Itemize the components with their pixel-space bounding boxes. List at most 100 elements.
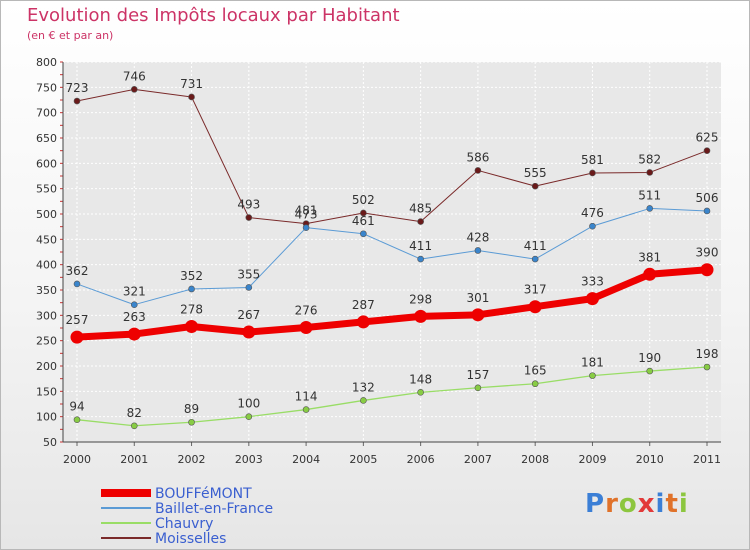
data-point-baillet-en-france — [188, 285, 195, 293]
data-point-bouff-mont — [700, 263, 714, 277]
y-tick-label: 100 — [36, 411, 57, 424]
y-tick-label: 400 — [36, 259, 57, 272]
data-label-bouff-mont: 390 — [696, 246, 719, 260]
data-label-chauvry: 94 — [69, 400, 84, 414]
data-point-chauvry — [130, 422, 138, 430]
data-point-chauvry — [73, 416, 81, 424]
chart-subtitle: (en € et par an) — [27, 29, 114, 42]
data-point-baillet-en-france — [474, 247, 482, 254]
x-tick-label: 2009 — [578, 453, 606, 466]
data-label-moisselles: 493 — [237, 198, 260, 212]
data-label-baillet-en-france: 473 — [295, 208, 318, 222]
legend-label-chauvry: Chauvry — [155, 516, 213, 532]
series-line-baillet-en-france — [76, 207, 708, 306]
x-tick-label: 2003 — [235, 453, 263, 466]
data-label-bouff-mont: 333 — [581, 275, 604, 289]
data-label-moisselles: 731 — [180, 77, 203, 91]
data-label-moisselles: 481 — [295, 204, 318, 218]
x-tick-label: 2002 — [178, 453, 206, 466]
data-point-chauvry — [703, 363, 711, 371]
data-point-chauvry — [474, 384, 482, 392]
data-point-bouff-mont — [127, 327, 141, 341]
y-tick-label: 550 — [36, 183, 57, 196]
data-point-bouff-mont — [299, 320, 313, 334]
data-label-chauvry: 198 — [696, 347, 719, 361]
data-label-baillet-en-france: 352 — [180, 269, 203, 283]
series-line-bouff-mont — [76, 266, 708, 341]
data-label-moisselles: 581 — [581, 153, 604, 167]
data-point-chauvry — [531, 380, 539, 388]
x-tick-label: 2004 — [292, 453, 320, 466]
data-point-moisselles — [703, 147, 711, 154]
data-label-moisselles: 502 — [352, 193, 375, 207]
data-label-baillet-en-france: 362 — [66, 264, 89, 278]
data-label-bouff-mont: 267 — [237, 308, 260, 322]
data-point-moisselles — [188, 93, 195, 101]
data-point-moisselles — [417, 218, 424, 225]
data-label-bouff-mont: 317 — [524, 283, 547, 297]
y-tick-label: 600 — [36, 157, 57, 170]
data-point-baillet-en-france — [245, 284, 253, 291]
data-label-baillet-en-france: 411 — [409, 239, 432, 253]
y-tick-label: 200 — [36, 360, 57, 373]
data-label-chauvry: 114 — [295, 390, 318, 404]
y-tick-label: 250 — [36, 335, 57, 348]
data-label-baillet-en-france: 511 — [638, 188, 661, 202]
data-point-moisselles — [130, 86, 138, 93]
y-tick-label: 300 — [36, 309, 57, 322]
data-label-chauvry: 148 — [409, 372, 432, 386]
data-point-baillet-en-france — [703, 207, 711, 215]
data-point-bouff-mont — [356, 315, 370, 329]
legend-label-moisselles: Moisselles — [155, 531, 226, 547]
data-label-bouff-mont: 298 — [409, 292, 432, 306]
data-label-baillet-en-france: 506 — [696, 191, 719, 205]
data-label-bouff-mont: 257 — [66, 313, 89, 327]
data-label-bouff-mont: 287 — [352, 298, 375, 312]
data-point-moisselles — [589, 169, 596, 177]
data-point-bouff-mont — [643, 267, 657, 281]
data-label-chauvry: 132 — [352, 380, 375, 394]
data-point-bouff-mont — [70, 330, 84, 344]
y-tick-label: 700 — [36, 107, 57, 120]
y-tick-label: 450 — [36, 233, 57, 246]
data-point-moisselles — [360, 209, 367, 217]
proxiti-logo: Proxiti — [585, 489, 689, 519]
data-label-moisselles: 625 — [696, 131, 719, 145]
data-point-baillet-en-france — [646, 205, 654, 212]
data-point-chauvry — [360, 397, 367, 404]
x-tick-label: 2006 — [407, 453, 435, 466]
y-tick-label: 750 — [36, 81, 57, 94]
data-point-baillet-en-france — [589, 222, 596, 230]
data-label-bouff-mont: 276 — [295, 303, 318, 317]
data-point-bouff-mont — [242, 325, 256, 339]
data-label-baillet-en-france: 321 — [123, 285, 146, 299]
x-tick-label: 2001 — [120, 453, 148, 466]
data-point-bouff-mont — [185, 319, 199, 333]
data-point-chauvry — [589, 372, 596, 379]
data-label-bouff-mont: 263 — [123, 310, 146, 324]
data-label-bouff-mont: 381 — [638, 250, 661, 264]
data-point-moisselles — [474, 167, 482, 174]
data-point-baillet-en-france — [417, 255, 424, 263]
data-label-chauvry: 100 — [237, 397, 260, 411]
data-point-chauvry — [245, 413, 253, 420]
data-label-moisselles: 746 — [123, 69, 146, 83]
data-point-chauvry — [302, 406, 310, 413]
data-point-baillet-en-france — [531, 255, 539, 263]
data-point-bouff-mont — [471, 308, 485, 322]
data-label-chauvry: 190 — [638, 351, 661, 365]
data-point-bouff-mont — [585, 292, 599, 306]
data-label-chauvry: 89 — [184, 402, 199, 416]
x-tick-label: 2011 — [693, 453, 721, 466]
data-point-baillet-en-france — [130, 301, 138, 308]
y-tick-label: 800 — [36, 56, 57, 69]
data-point-bouff-mont — [528, 300, 542, 314]
y-tick-label: 50 — [43, 436, 57, 449]
data-label-baillet-en-france: 411 — [524, 239, 547, 253]
data-label-chauvry: 165 — [524, 364, 547, 378]
data-point-moisselles — [646, 169, 654, 176]
data-point-baillet-en-france — [360, 230, 367, 238]
data-label-chauvry: 181 — [581, 356, 604, 370]
